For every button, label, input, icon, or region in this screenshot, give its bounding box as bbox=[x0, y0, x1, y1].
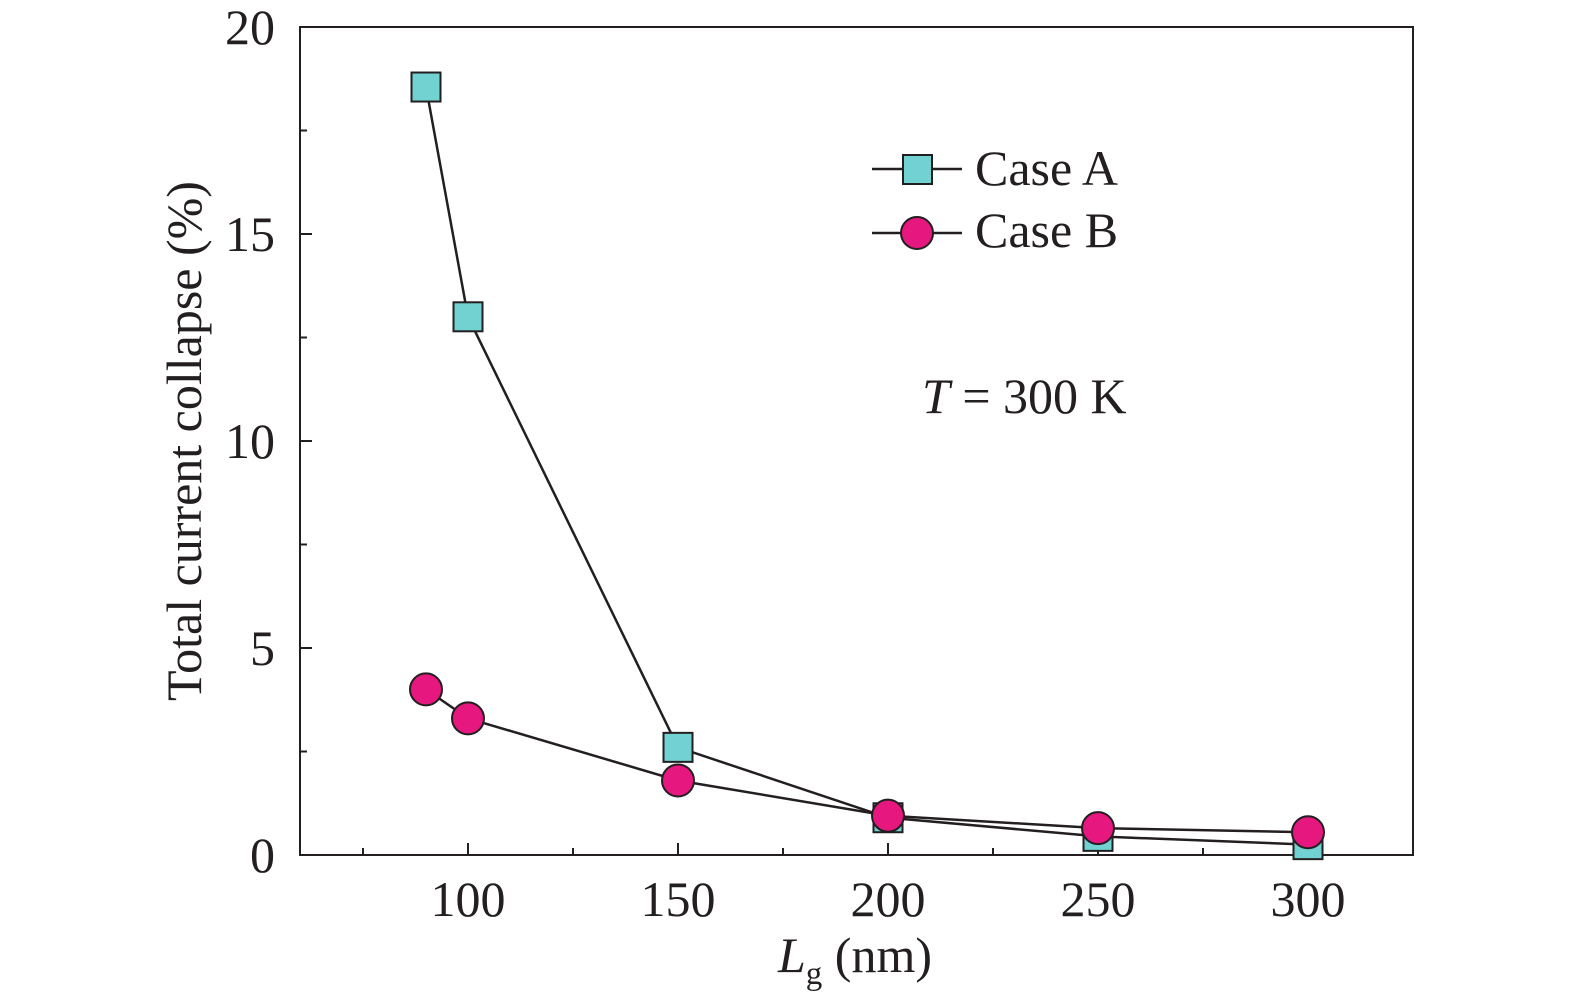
series-layer bbox=[409, 71, 1325, 861]
x-tick-label-250: 250 bbox=[1061, 871, 1136, 927]
legend-marker-case-b bbox=[900, 216, 934, 250]
x-tick-label-100: 100 bbox=[431, 871, 506, 927]
legend: Case A Case B bbox=[872, 140, 1118, 258]
temperature-annotation: T = 300 K bbox=[922, 368, 1127, 424]
x-axis-label-unit: (nm) bbox=[822, 927, 932, 983]
x-tick-label-300: 300 bbox=[1271, 871, 1346, 927]
data-point-circle bbox=[871, 798, 905, 833]
x-tick-label-200: 200 bbox=[851, 871, 926, 927]
temperature-symbol: T bbox=[922, 368, 953, 424]
y-tick-label-15: 15 bbox=[225, 206, 275, 262]
data-point-square bbox=[452, 301, 484, 333]
legend-label-case-b: Case B bbox=[975, 202, 1118, 258]
legend-label-case-a: Case A bbox=[975, 140, 1118, 196]
x-axis-label: Lg (nm) bbox=[777, 927, 932, 992]
y-tick-label-5: 5 bbox=[250, 620, 275, 676]
x-tick-label-150: 150 bbox=[641, 871, 716, 927]
y-tick-label-10: 10 bbox=[225, 413, 275, 469]
series-line-0 bbox=[424, 86, 1309, 846]
data-point-circle bbox=[1081, 811, 1115, 846]
data-point-circle bbox=[409, 672, 443, 707]
y-tick-label-0: 0 bbox=[250, 827, 275, 883]
y-tick-label-20: 20 bbox=[225, 0, 275, 55]
x-axis-label-main: L bbox=[777, 927, 806, 983]
data-point-circle bbox=[661, 763, 695, 798]
data-point-square bbox=[410, 71, 442, 103]
data-point-circle bbox=[1291, 815, 1325, 850]
x-axis-label-subscript: g bbox=[806, 956, 823, 992]
legend-marker-case-a bbox=[902, 154, 933, 185]
axis-ticks: 100 150 200 250 300 0 5 10 15 20 bbox=[225, 0, 1346, 927]
series-markers bbox=[409, 71, 1325, 861]
series-lines bbox=[424, 86, 1309, 846]
data-point-square bbox=[662, 731, 694, 763]
y-axis-label: Total current collapse (%) bbox=[156, 181, 212, 701]
temperature-value: = 300 K bbox=[950, 368, 1127, 424]
data-point-circle bbox=[451, 701, 485, 736]
